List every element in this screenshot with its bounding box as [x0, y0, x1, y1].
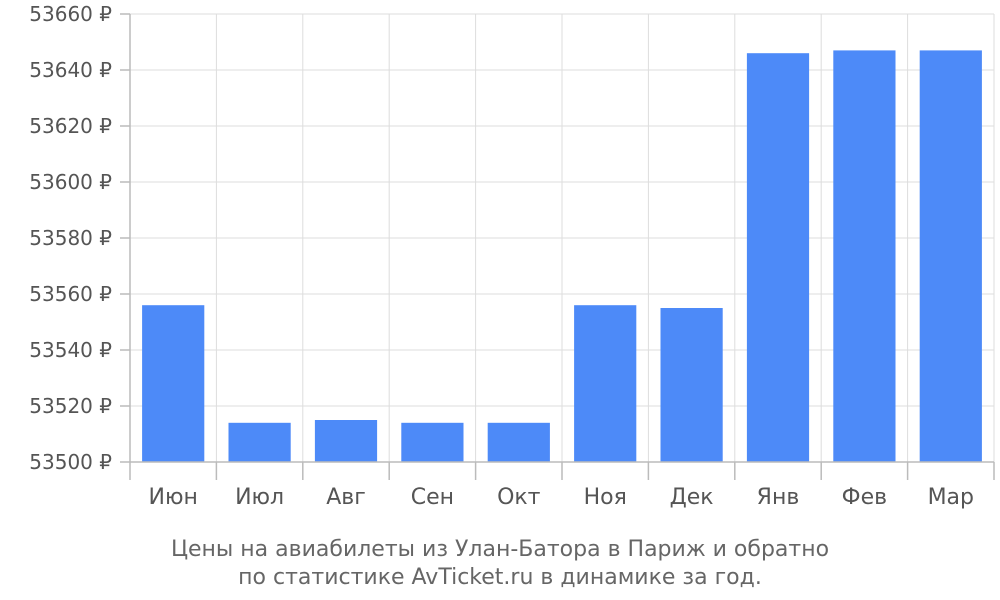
y-tick-labels: 53500 ₽ 53520 ₽ 53540 ₽ 53560 ₽ 53580 ₽ 53600…	[29, 2, 112, 474]
bar-4	[401, 422, 464, 462]
y-tick-label: 53500 ₽	[29, 450, 112, 474]
x-tick-label: Ноя	[584, 485, 627, 510]
chart-caption-line1: Цены на авиабилеты из Улан-Батора в Пари…	[171, 537, 829, 562]
bar-8	[746, 53, 810, 462]
bar-3	[314, 420, 378, 462]
axes	[120, 13, 995, 480]
x-tick-label: Окт	[497, 485, 541, 510]
bar-2	[228, 422, 291, 462]
x-tick-label: Фев	[842, 485, 887, 510]
y-tick-label: 53560 ₽	[29, 282, 112, 306]
x-tick-label: Авг	[326, 485, 366, 510]
x-tick-label: Июн	[149, 485, 198, 510]
bar-5	[487, 422, 550, 462]
x-tick-label: Сен	[411, 485, 454, 510]
y-tick-label: 53520 ₽	[29, 394, 112, 418]
x-tick-labels: Июн Июл Авг Сен Окт Ноя Дек Янв Фев Мар	[149, 485, 975, 510]
y-tick-label: 53640 ₽	[29, 58, 112, 82]
bar-7	[660, 308, 723, 462]
x-tick-label: Мар	[928, 485, 974, 510]
x-tick-label: Июл	[235, 485, 284, 510]
y-tick-label: 53660 ₽	[29, 2, 112, 26]
x-tick-label: Янв	[757, 485, 800, 510]
x-tick-label: Дек	[670, 485, 714, 510]
chart-caption-line2: по статистике AvTicket.ru в динамике за …	[238, 565, 762, 590]
bars	[142, 50, 982, 463]
grid-lines	[129, 13, 995, 463]
y-tick-label: 53540 ₽	[29, 338, 112, 362]
y-tick-label: 53580 ₽	[29, 226, 112, 250]
bar-1	[142, 305, 205, 462]
y-tick-label: 53620 ₽	[29, 114, 112, 138]
y-tick-label: 53600 ₽	[29, 170, 112, 194]
bar-9	[833, 50, 896, 463]
bar-10	[919, 50, 982, 463]
bar-6	[574, 305, 637, 462]
